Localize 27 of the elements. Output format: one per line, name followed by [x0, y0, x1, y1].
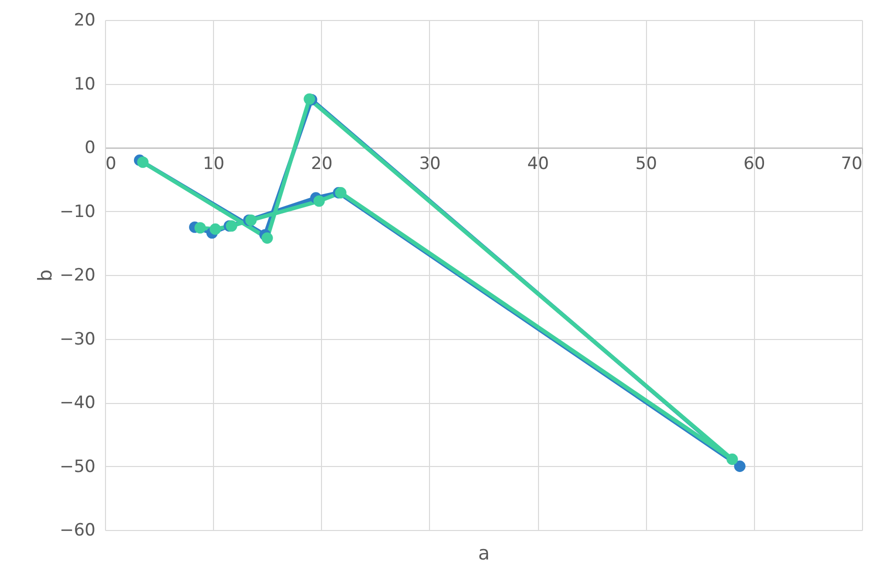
y-tick-label: −10	[60, 202, 96, 222]
x-axis-title: a	[478, 542, 490, 564]
x-tick-label: 10	[202, 154, 224, 174]
point	[194, 222, 206, 234]
y-tick-label: 20	[74, 10, 96, 30]
point	[734, 460, 746, 472]
point	[137, 156, 149, 168]
y-axis-title: b	[34, 269, 57, 282]
y-tick-label: −30	[60, 329, 96, 350]
x-tick-label: 0	[106, 154, 116, 174]
point	[210, 223, 222, 235]
y-tick-label: 10	[74, 74, 96, 94]
x-tick-label: 60	[744, 154, 766, 174]
x-tick-label: 30	[419, 154, 441, 174]
point	[262, 232, 273, 244]
y-tick-label: 0	[84, 138, 96, 158]
point	[726, 454, 738, 465]
x-tick-label: 40	[527, 154, 549, 174]
y-tick-label: −60	[60, 520, 96, 540]
x-tick-label: 20	[310, 154, 333, 174]
y-tick-label: −50	[60, 456, 96, 477]
point	[313, 195, 325, 207]
x-tick-label: 70	[840, 154, 862, 174]
x-tick-label: 50	[635, 154, 658, 174]
point	[335, 187, 346, 198]
y-tick-label: −40	[60, 393, 96, 413]
y-tick-label: −20	[60, 266, 96, 286]
